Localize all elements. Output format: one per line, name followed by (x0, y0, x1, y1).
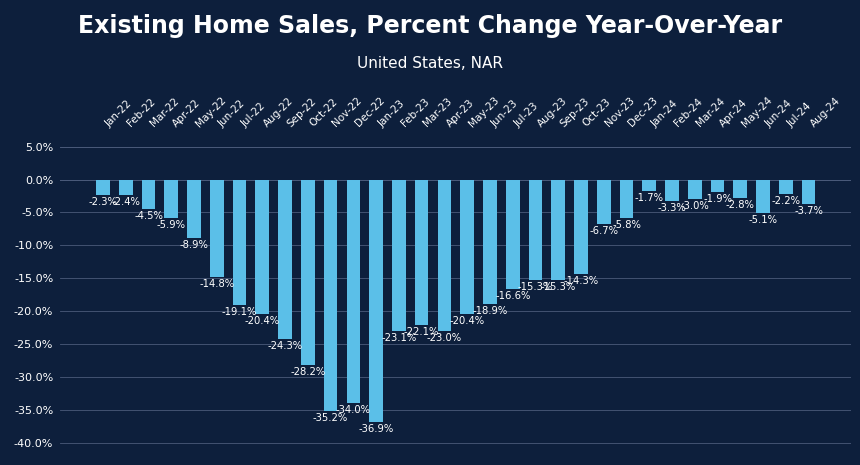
Bar (665, 179, 679, 201)
Bar (438, 179, 452, 331)
Bar (620, 179, 633, 218)
Bar (255, 179, 269, 314)
Bar (597, 179, 611, 224)
Text: -3.7%: -3.7% (794, 206, 823, 216)
Text: -15.3%: -15.3% (518, 282, 553, 292)
Text: -2.3%: -2.3% (89, 197, 118, 206)
Bar (460, 179, 474, 314)
Text: -5.8%: -5.8% (612, 219, 641, 230)
Bar (301, 179, 315, 365)
Text: -20.4%: -20.4% (450, 316, 485, 326)
Text: -5.9%: -5.9% (157, 220, 186, 230)
Bar (688, 179, 702, 199)
Bar (187, 179, 201, 238)
Text: -2.4%: -2.4% (111, 197, 140, 207)
Text: -4.5%: -4.5% (134, 211, 163, 221)
Bar (279, 179, 292, 339)
Bar (119, 179, 132, 195)
Text: -8.9%: -8.9% (180, 240, 208, 250)
Text: -19.1%: -19.1% (222, 307, 257, 317)
Text: -3.3%: -3.3% (658, 203, 686, 213)
Bar (802, 179, 815, 204)
Bar (347, 179, 360, 403)
Bar (369, 179, 383, 422)
Text: -34.0%: -34.0% (336, 405, 371, 415)
Text: -1.9%: -1.9% (703, 194, 732, 204)
Text: -3.0%: -3.0% (680, 201, 709, 211)
Bar (734, 179, 747, 198)
Bar (642, 179, 656, 191)
Text: -20.4%: -20.4% (245, 316, 280, 326)
Text: -5.1%: -5.1% (748, 215, 777, 225)
Text: -35.2%: -35.2% (313, 413, 348, 423)
Text: -2.8%: -2.8% (726, 200, 755, 210)
Bar (483, 179, 497, 304)
Bar (164, 179, 178, 218)
Text: -23.1%: -23.1% (381, 333, 416, 343)
Bar (392, 179, 406, 332)
Text: -1.7%: -1.7% (635, 193, 664, 203)
Bar (779, 179, 793, 194)
Text: -14.3%: -14.3% (563, 276, 599, 286)
Text: -28.2%: -28.2% (290, 367, 325, 377)
Text: United States, NAR: United States, NAR (357, 56, 503, 71)
Bar (574, 179, 588, 273)
Text: -6.7%: -6.7% (589, 226, 618, 236)
Text: -14.8%: -14.8% (200, 279, 235, 289)
Bar (233, 179, 247, 305)
Bar (210, 179, 224, 277)
Bar (710, 179, 724, 192)
Bar (323, 179, 337, 411)
Text: -22.1%: -22.1% (404, 327, 439, 337)
Bar (142, 179, 156, 209)
Bar (506, 179, 519, 289)
Text: -15.3%: -15.3% (541, 282, 576, 292)
Bar (415, 179, 428, 325)
Text: -36.9%: -36.9% (359, 424, 394, 434)
Text: -18.9%: -18.9% (472, 306, 507, 316)
Bar (551, 179, 565, 280)
Text: -24.3%: -24.3% (267, 341, 303, 351)
Text: -16.6%: -16.6% (495, 291, 531, 301)
Text: -2.2%: -2.2% (771, 196, 801, 206)
Bar (529, 179, 543, 280)
Text: -23.0%: -23.0% (427, 333, 462, 343)
Bar (756, 179, 770, 213)
Bar (96, 179, 110, 195)
Text: Existing Home Sales, Percent Change Year-Over-Year: Existing Home Sales, Percent Change Year… (78, 14, 782, 38)
